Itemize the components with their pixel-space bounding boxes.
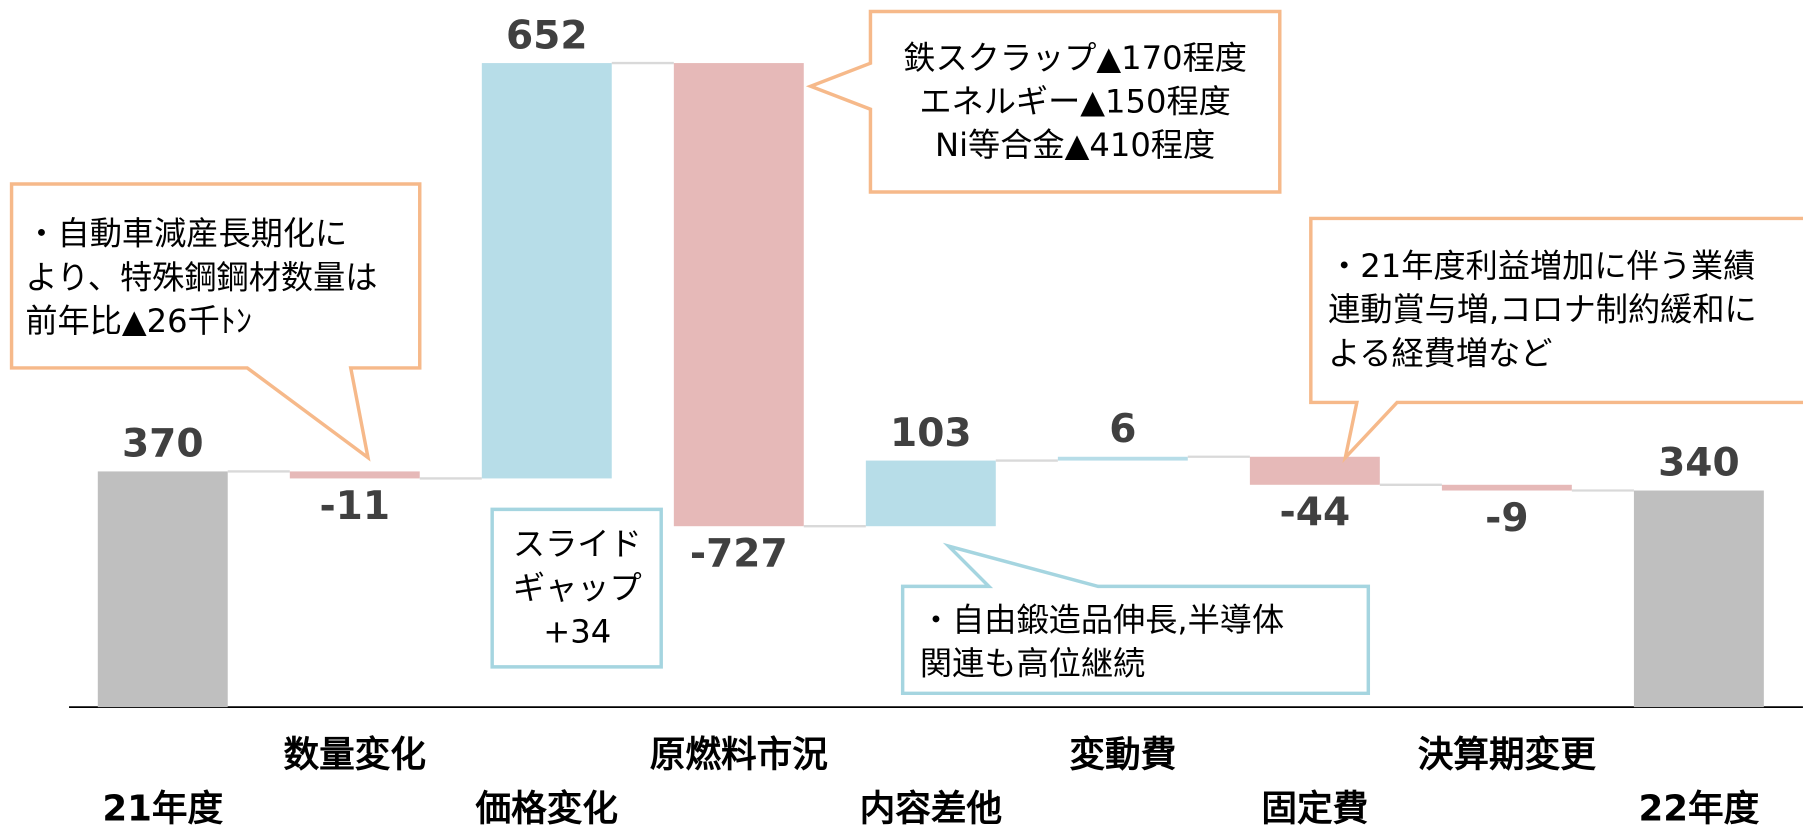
annotation-text: ・21年度利益増加に伴う業績 bbox=[1328, 247, 1755, 285]
annotation-text: ・自由鍛造品伸長,半導体 bbox=[920, 601, 1284, 639]
bar bbox=[1057, 456, 1188, 461]
x-tick-label: 数量変化 bbox=[284, 735, 426, 776]
value-label: -11 bbox=[319, 484, 390, 529]
annotation-text: 前年比▲26千ﾄﾝ bbox=[25, 302, 252, 340]
bar bbox=[1441, 484, 1572, 491]
callout-box bbox=[490, 507, 663, 669]
value-label: 103 bbox=[890, 411, 972, 456]
value-label: 370 bbox=[122, 422, 204, 467]
bar bbox=[97, 471, 228, 708]
value-label: 340 bbox=[1658, 441, 1740, 486]
annotation-text: +34 bbox=[543, 613, 611, 651]
callout-box bbox=[805, 9, 1282, 194]
x-tick-label: 固定費 bbox=[1261, 789, 1368, 829]
annotation-text: Ni等合金▲410程度 bbox=[935, 126, 1215, 164]
callout-box bbox=[9, 182, 422, 462]
bar bbox=[1249, 456, 1380, 485]
value-label: -9 bbox=[1485, 496, 1528, 541]
bar bbox=[481, 63, 612, 479]
x-tick-label: 価格変化 bbox=[475, 789, 619, 829]
x-tick-label: 21年度 bbox=[102, 789, 223, 829]
x-tick-label: 変動費 bbox=[1069, 735, 1176, 776]
callout-box bbox=[1309, 216, 1803, 464]
value-label: 6 bbox=[1109, 407, 1136, 452]
value-label: -44 bbox=[1280, 490, 1351, 535]
x-tick-label: 22年度 bbox=[1638, 789, 1759, 829]
bar bbox=[865, 460, 996, 527]
bar bbox=[673, 63, 804, 527]
x-tick-label: 内容差他 bbox=[860, 789, 1003, 829]
annotation-text: ギャップ bbox=[513, 569, 642, 607]
annotation-text: 関連も高位継続 bbox=[920, 645, 1145, 683]
annotation-text: ・自動車減産長期化に bbox=[25, 215, 347, 253]
annotation-text: エネルギー▲150程度 bbox=[919, 82, 1231, 120]
x-tick-label: 決算期変更 bbox=[1418, 735, 1596, 776]
bar bbox=[289, 471, 420, 479]
annotation-text: 連動賞与増,コロナ制約緩和に bbox=[1328, 291, 1757, 329]
value-label: 652 bbox=[506, 13, 588, 58]
annotation-text: 鉄スクラップ▲170程度 bbox=[903, 39, 1247, 77]
callout-box bbox=[900, 542, 1371, 696]
annotation-text: スライド bbox=[513, 525, 642, 563]
annotation-text: より、特殊鋼鋼材数量は bbox=[25, 258, 377, 296]
x-tick-label: 原燃料市況 bbox=[650, 735, 828, 776]
bar bbox=[1633, 490, 1764, 708]
annotation-text: よる経費増など bbox=[1328, 334, 1552, 372]
value-label: -727 bbox=[690, 532, 788, 577]
